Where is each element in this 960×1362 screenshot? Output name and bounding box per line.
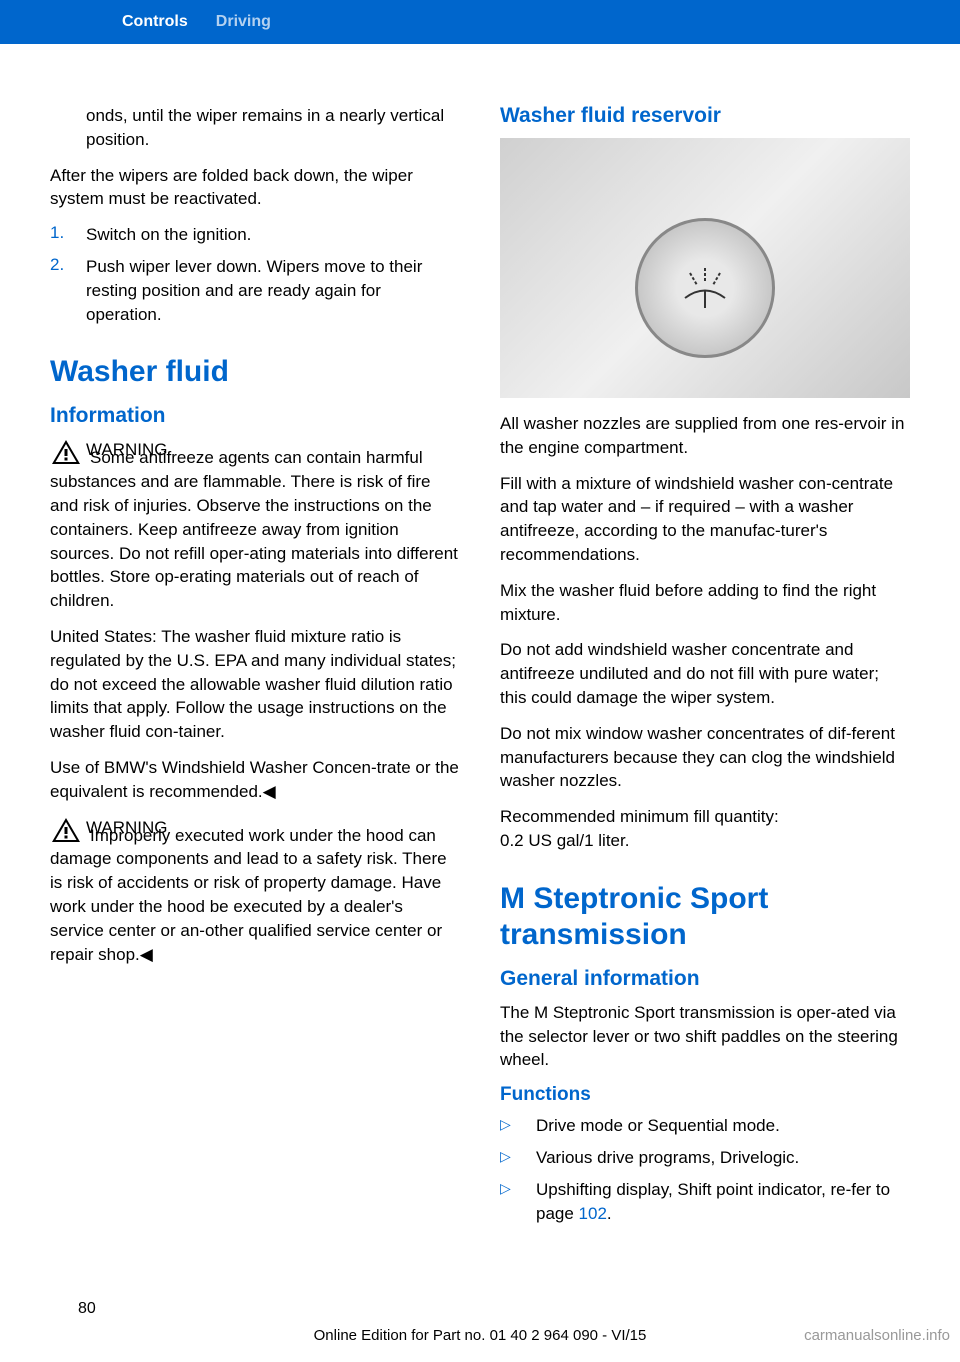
bullet-item: ▷ Drive mode or Sequential mode. bbox=[500, 1114, 910, 1138]
washer-symbol-icon bbox=[675, 263, 735, 313]
heading-transmission: M Steptronic Sport transmission bbox=[500, 881, 910, 953]
header-bar: Controls Driving bbox=[0, 0, 960, 44]
bullet-text: Upshifting display, Shift point indicato… bbox=[536, 1178, 910, 1226]
paragraph: Do not mix window washer concentrates of… bbox=[500, 722, 910, 793]
bullet-text: Drive mode or Sequential mode. bbox=[536, 1114, 780, 1138]
step-item: 2. Push wiper lever down. Wipers move to… bbox=[50, 255, 460, 326]
paragraph: After the wipers are folded back down, t… bbox=[50, 164, 460, 212]
continuation-text: onds, until the wiper remains in a nearl… bbox=[50, 104, 460, 152]
right-column: Washer fluid reservoir All washer nozzle… bbox=[500, 104, 910, 1233]
page-reference-link[interactable]: 102 bbox=[579, 1204, 607, 1223]
bullet-marker-icon: ▷ bbox=[500, 1178, 536, 1226]
paragraph: Use of BMW's Windshield Washer Concen‐tr… bbox=[50, 756, 460, 804]
reservoir-cap-icon bbox=[635, 218, 775, 358]
paragraph: Do not add windshield washer concentrate… bbox=[500, 638, 910, 709]
reservoir-image bbox=[500, 138, 910, 398]
bullet-item: ▷ Upshifting display, Shift point indica… bbox=[500, 1178, 910, 1226]
step-item: 1. Switch on the ignition. bbox=[50, 223, 460, 247]
paragraph: 0.2 US gal/1 liter. bbox=[500, 829, 910, 853]
warning-icon bbox=[50, 816, 82, 844]
warning-text: Improperly executed work under the hood … bbox=[50, 824, 460, 967]
page-number: 80 bbox=[78, 1300, 96, 1318]
warning-text: Some antifreeze agents can contain harmf… bbox=[50, 446, 460, 613]
left-column: onds, until the wiper remains in a nearl… bbox=[50, 104, 460, 1233]
paragraph: United States: The washer fluid mixture … bbox=[50, 625, 460, 744]
paragraph: Mix the washer fluid before adding to fi… bbox=[500, 579, 910, 627]
content-area: onds, until the wiper remains in a nearl… bbox=[0, 44, 960, 1233]
warning-icon bbox=[50, 438, 82, 466]
step-number: 2. bbox=[50, 255, 86, 326]
paragraph: All washer nozzles are supplied from one… bbox=[500, 412, 910, 460]
watermark: carmanualsonline.info bbox=[804, 1327, 950, 1344]
heading-washer-fluid: Washer fluid bbox=[50, 354, 460, 390]
paragraph: The M Steptronic Sport transmission is o… bbox=[500, 1001, 910, 1072]
step-text: Switch on the ignition. bbox=[86, 223, 251, 247]
bullet-item: ▷ Various drive programs, Drivelogic. bbox=[500, 1146, 910, 1170]
heading-general-info: General information bbox=[500, 967, 910, 991]
heading-information: Information bbox=[50, 404, 460, 428]
step-text: Push wiper lever down. Wipers move to th… bbox=[86, 255, 460, 326]
heading-functions: Functions bbox=[500, 1084, 910, 1106]
bullet-marker-icon: ▷ bbox=[500, 1114, 536, 1138]
bullet-marker-icon: ▷ bbox=[500, 1146, 536, 1170]
paragraph: Fill with a mixture of windshield washer… bbox=[500, 472, 910, 567]
warning-block: WARNING Some antifreeze agents can conta… bbox=[50, 438, 460, 613]
paragraph: Recommended minimum fill quantity: bbox=[500, 805, 910, 829]
header-tab-driving: Driving bbox=[216, 13, 271, 31]
header-tab-controls: Controls bbox=[122, 13, 188, 31]
bullet-text-part: . bbox=[607, 1204, 612, 1223]
heading-reservoir: Washer fluid reservoir bbox=[500, 104, 910, 128]
bullet-text: Various drive programs, Drivelogic. bbox=[536, 1146, 799, 1170]
warning-block: WARNING Improperly executed work under t… bbox=[50, 816, 460, 967]
step-number: 1. bbox=[50, 223, 86, 247]
